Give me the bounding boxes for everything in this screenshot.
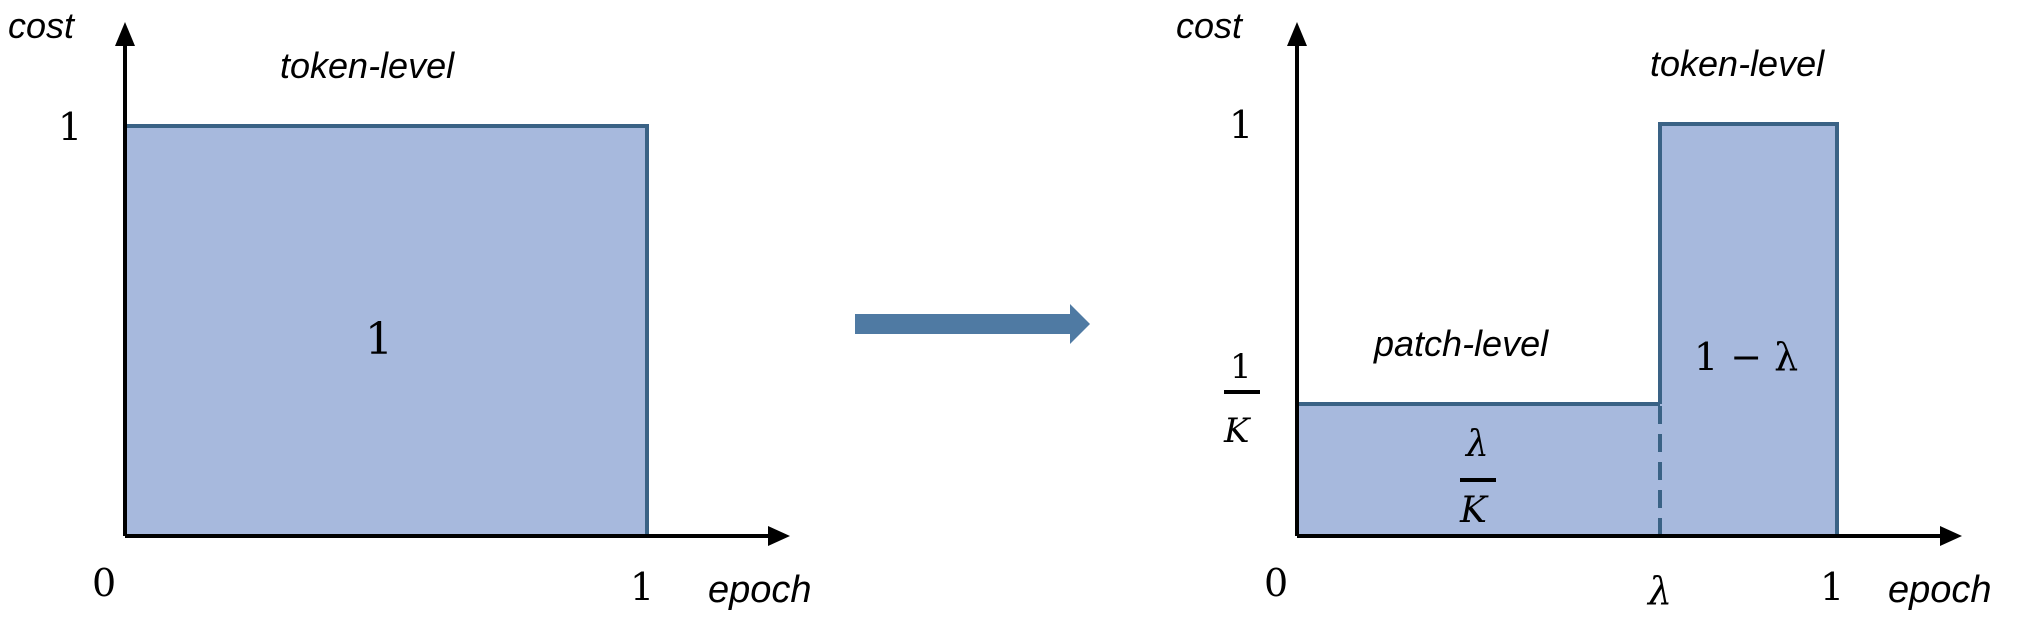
left-diagram: cost epoch token-level 1 0 1 1 [8, 5, 812, 611]
x-axis-label-right: epoch [1888, 569, 1992, 611]
token-level-edge-left [125, 124, 649, 536]
patch-area-denominator: K [1459, 490, 1489, 531]
token-level-area-left [125, 126, 647, 536]
y-tick-frac-denominator: K [1223, 411, 1252, 451]
patch-level-label: patch-level [1373, 323, 1549, 364]
token-area-label-right: 1 − λ [1694, 335, 1798, 379]
y-axis-left-arrowhead [115, 22, 135, 46]
y-axis-label-right: cost [1176, 5, 1244, 46]
patch-area-numerator: λ [1464, 424, 1489, 465]
y-tick-frac-numerator: 1 [1230, 347, 1252, 387]
x-axis-right-arrowhead [1940, 526, 1962, 546]
y-axis-right-arrowhead [1287, 22, 1307, 46]
x-axis-label-left: epoch [708, 569, 812, 611]
right-diagram: cost epoch token-level patch-level 1 1 K… [1176, 5, 1992, 613]
y-tick-1-left: 1 [58, 105, 82, 149]
top-label-left: token-level [280, 45, 455, 86]
token-level-edge-right [1658, 122, 1839, 536]
token-level-area-right [1660, 124, 1837, 536]
y-tick-1-right: 1 [1229, 103, 1253, 147]
x-tick-0-left: 0 [92, 561, 116, 605]
y-axis-label-left: cost [8, 5, 76, 46]
x-tick-1-left: 1 [630, 565, 654, 609]
x-axis-left-arrowhead [768, 526, 790, 546]
x-tick-lambda: λ [1646, 569, 1672, 613]
patch-level-area [1297, 404, 1660, 536]
area-label-left: 1 [365, 314, 393, 365]
top-label-right: token-level [1650, 43, 1825, 84]
x-tick-0-right: 0 [1264, 561, 1288, 605]
x-tick-1-right: 1 [1820, 565, 1844, 609]
right-arrow-icon [855, 304, 1090, 344]
